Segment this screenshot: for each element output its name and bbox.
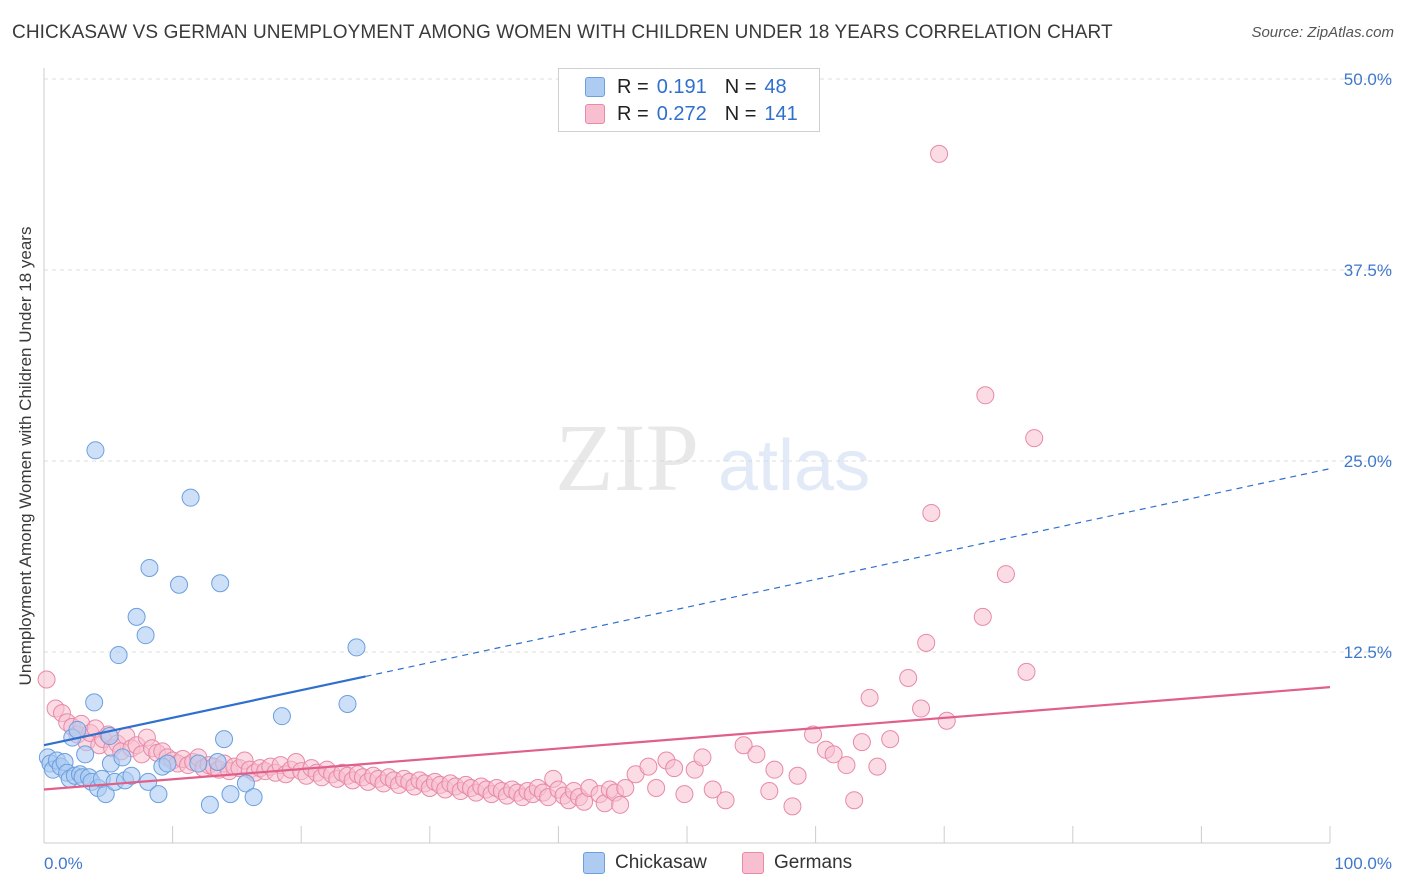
legend-row-germans: R = 0.272 N = 141 (585, 102, 798, 126)
chickasaw-point (211, 574, 230, 593)
r-label: R = (617, 102, 649, 125)
tick-labels: 12.5% 25.0% 37.5% 50.0% 0.0% 100.0% (44, 70, 1392, 873)
germans-point (996, 565, 1015, 584)
trend-lines (43, 468, 1331, 791)
chickasaw-point (215, 730, 234, 749)
germans-point (639, 757, 658, 776)
chickasaw-swatch (583, 852, 605, 874)
germans-point (675, 785, 694, 804)
germans-point (665, 759, 684, 778)
chickasaw-point (76, 745, 95, 764)
legend-item-chickasaw: Chickasaw (583, 852, 707, 874)
chickasaw-point (236, 774, 255, 793)
germans-point (788, 766, 807, 785)
chickasaw-point (189, 754, 208, 773)
r-label: R = (617, 75, 649, 98)
germans-point (976, 386, 995, 405)
chickasaw-point (272, 707, 291, 726)
chickasaw-point (221, 785, 240, 804)
r-value-chickasaw: 0.191 (656, 75, 707, 98)
chickasaw-point (158, 754, 177, 773)
germans-point (693, 748, 712, 767)
watermark: ZIP atlas (555, 404, 870, 511)
germans-point (930, 144, 949, 163)
germans-point (716, 791, 735, 810)
chickasaw-trend-solid (43, 675, 366, 747)
y-tick-label: 50.0% (1344, 70, 1392, 89)
correlation-legend: R = 0.191 N = 48 R = 0.272 N = 141 (558, 68, 820, 132)
germans-point (881, 730, 900, 749)
chickasaw-point (200, 795, 219, 814)
legend-row-chickasaw: R = 0.191 N = 48 (585, 75, 787, 99)
germans-point (845, 791, 864, 810)
germans-point (1025, 429, 1044, 448)
y-tick-label: 25.0% (1344, 452, 1392, 471)
germans-point (783, 797, 802, 816)
chickasaw-point (244, 788, 263, 807)
source-credit: Source: ZipAtlas.com (1251, 24, 1394, 41)
germans-point (747, 745, 766, 764)
chickasaw-point (140, 558, 159, 577)
germans-point (852, 733, 871, 752)
n-label: N = (724, 102, 757, 125)
legend-label-germans: Germans (774, 852, 853, 873)
watermark-atlas: atlas (718, 426, 870, 506)
y-tick-label: 37.5% (1344, 261, 1392, 280)
germans-points (37, 144, 1044, 816)
y-axis-label: Unemployment Among Women with Children U… (16, 226, 35, 686)
x-tick-label: 0.0% (44, 854, 83, 873)
germans-point (899, 668, 918, 687)
chickasaw-point (136, 626, 155, 645)
germans-point (912, 699, 931, 718)
chickasaw-point (149, 785, 168, 804)
chickasaw-points (38, 441, 366, 814)
n-value-germans: 141 (764, 102, 798, 125)
chickasaw-point (181, 488, 200, 507)
germans-point (824, 745, 843, 764)
chickasaw-point (109, 646, 128, 665)
chickasaw-point (170, 575, 189, 594)
chickasaw-point (127, 607, 146, 626)
chickasaw-point (85, 693, 104, 712)
germans-point (837, 756, 856, 775)
germans-point (1017, 662, 1036, 681)
chickasaw-point (86, 441, 105, 460)
germans-point (765, 760, 784, 779)
chart-title: CHICKASAW VS GERMAN UNEMPLOYMENT AMONG W… (12, 22, 1113, 43)
chickasaw-point (113, 748, 132, 767)
legend-label-chickasaw: Chickasaw (615, 852, 707, 873)
germans-point (917, 633, 936, 652)
grid-lines (44, 78, 1392, 653)
r-value-germans: 0.272 (656, 102, 707, 125)
germans-swatch (585, 104, 605, 124)
germans-point (860, 688, 879, 707)
germans-point (760, 782, 779, 801)
chickasaw-swatch (585, 77, 605, 97)
germans-point (922, 503, 941, 522)
germans-point (868, 757, 887, 776)
legend-item-germans: Germans (742, 852, 852, 874)
x-tick-label: 100.0% (1334, 854, 1392, 873)
germans-point (37, 670, 56, 689)
chickasaw-point (122, 766, 141, 785)
germans-point (804, 725, 823, 744)
watermark-zip: ZIP (555, 404, 699, 511)
germans-point (937, 711, 956, 730)
germans-point (734, 736, 753, 755)
chickasaw-point (338, 694, 357, 713)
chickasaw-point (347, 638, 366, 657)
germans-point (647, 778, 666, 797)
axes (43, 68, 1331, 844)
germans-swatch (742, 852, 764, 874)
chickasaw-point (208, 753, 227, 772)
germans-point (616, 778, 635, 797)
n-value-chickasaw: 48 (764, 75, 787, 98)
germans-point (611, 795, 630, 814)
germans-trend (43, 686, 1331, 791)
germans-point (973, 607, 992, 626)
y-tick-label: 12.5% (1344, 643, 1392, 662)
n-label: N = (724, 75, 757, 98)
germans-point (703, 780, 722, 799)
